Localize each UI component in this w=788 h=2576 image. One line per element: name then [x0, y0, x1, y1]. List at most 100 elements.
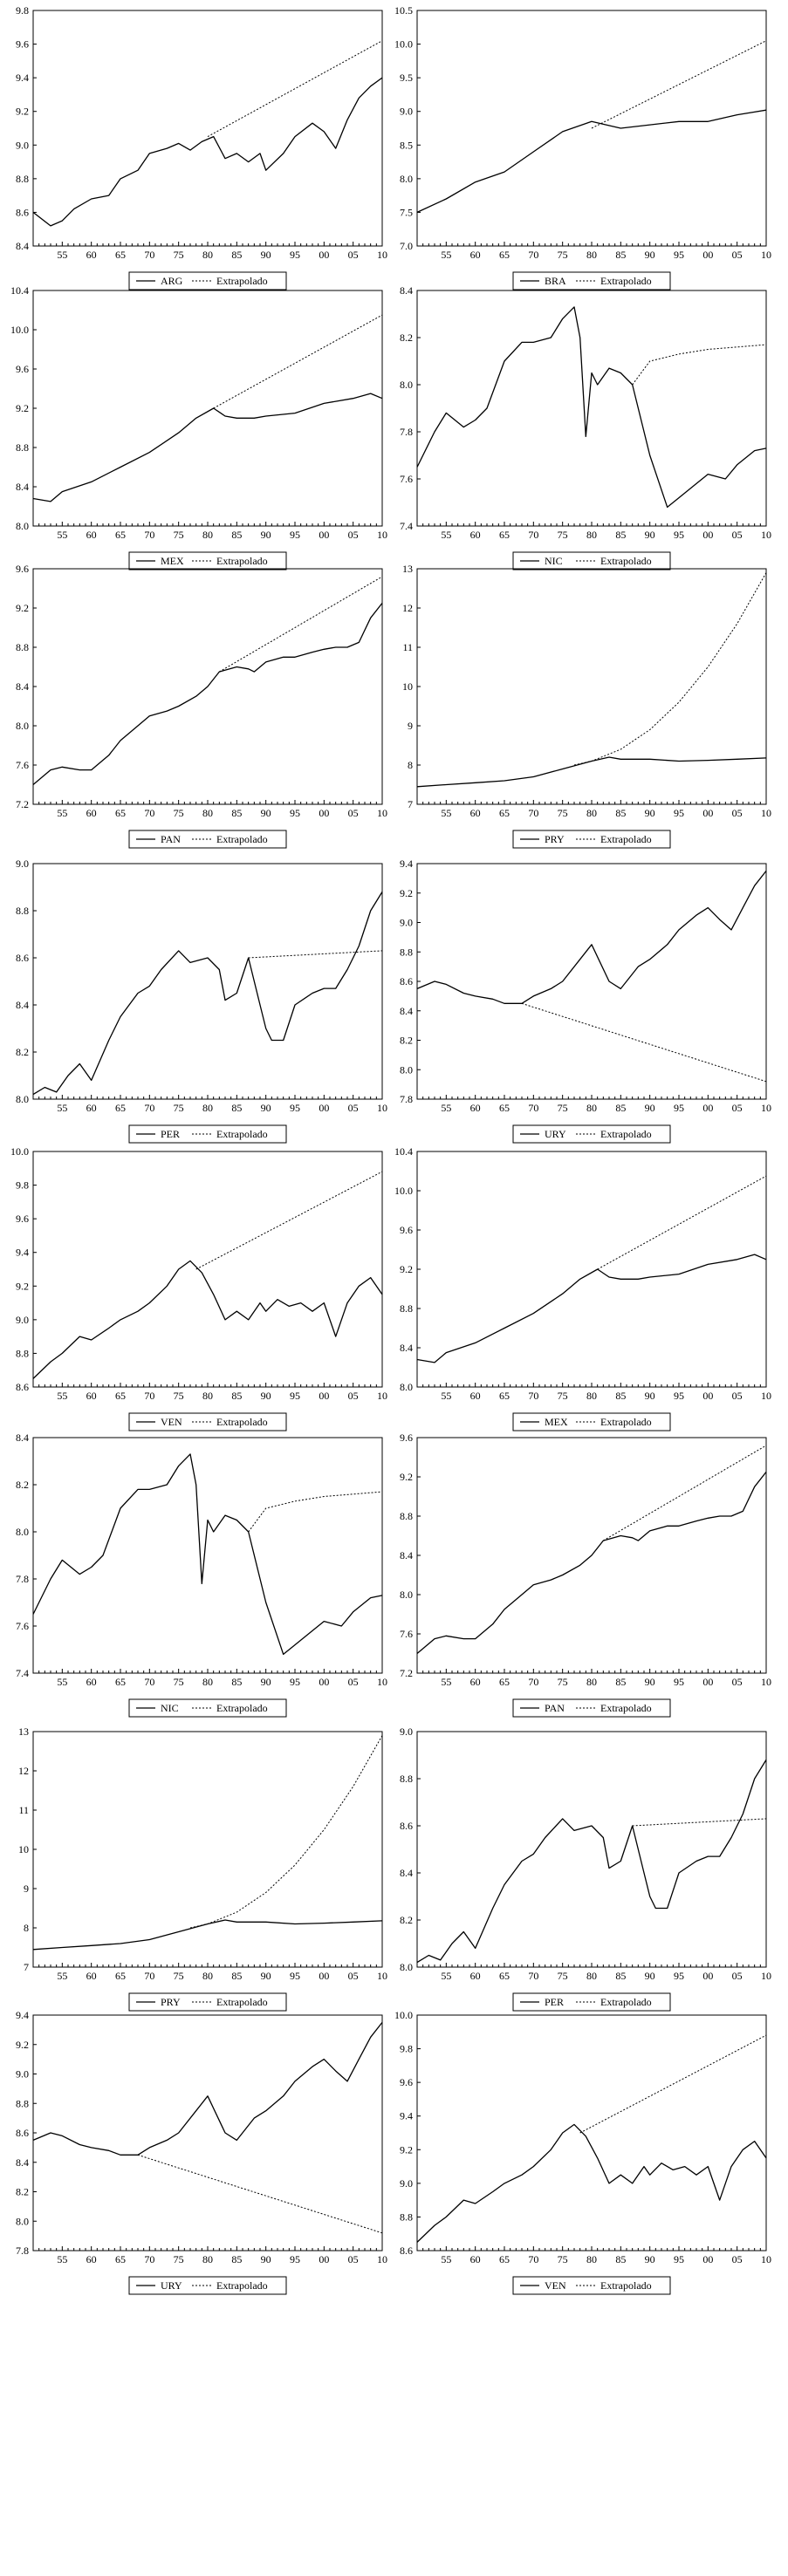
x-tick-label: 95: [674, 1390, 684, 1402]
x-tick-label: 55: [441, 249, 451, 261]
x-tick-label: 00: [702, 1970, 713, 1982]
x-tick-label: 10: [761, 1390, 771, 1402]
y-tick-label: 8.0: [16, 520, 29, 532]
x-tick-label: 10: [377, 1390, 387, 1402]
y-tick-label: 13: [402, 563, 413, 575]
y-tick-label: 8.8: [400, 1510, 413, 1522]
x-tick-label: 90: [261, 1970, 271, 1982]
series-line-extrapolated: [521, 1002, 767, 1083]
series-line-extrapolated: [137, 2154, 383, 2234]
y-tick-label: 9: [24, 1882, 29, 1895]
y-tick-label: 9: [408, 720, 413, 732]
x-tick-label: 65: [499, 529, 510, 541]
legend-label-country: MEX: [161, 555, 184, 567]
y-tick-label: 9.4: [16, 2009, 29, 2021]
x-tick-label: 10: [377, 807, 387, 819]
x-tick-label: 60: [470, 1102, 481, 1114]
y-tick-label: 7.8: [16, 1573, 29, 1585]
y-tick-label: 10.0: [394, 1185, 413, 1197]
chart-panel-nic: 7.4 7.6 7.8 8.0 8.2 8.4 55 60 65 70 75 80 85 90 95 00 05…: [400, 284, 771, 571]
x-tick-label: 60: [86, 1390, 97, 1402]
legend-label-extrapolated: Extrapolado: [600, 2279, 652, 2292]
y-tick-label: 9.2: [400, 887, 413, 899]
x-tick-label: 85: [615, 1390, 626, 1402]
plot-frame: [32, 1437, 383, 1674]
plot-frame: [416, 290, 767, 527]
x-tick-label: 70: [144, 2253, 154, 2265]
x-tick-label: 65: [115, 807, 126, 819]
plot-frame: [416, 863, 767, 1100]
x-tick-label: 85: [231, 249, 242, 261]
x-tick-label: 95: [290, 249, 300, 261]
y-tick-label: 11: [18, 1804, 29, 1816]
y-tick-label: 7.8: [400, 426, 413, 438]
x-tick-label: 70: [528, 807, 538, 819]
y-tick-label: 9.6: [400, 2076, 413, 2088]
chart-panel-ven: 8.6 8.8 9.0 9.2 9.4 9.6 9.8 10.0 55 60 65 70 75 80 85 9…: [10, 1145, 387, 1431]
y-tick-label: 9.0: [400, 106, 413, 118]
x-tick-label: 65: [499, 249, 510, 261]
y-tick-label: 8: [408, 759, 413, 771]
y-tick-label: 10: [402, 680, 413, 693]
x-tick-label: 75: [558, 1970, 568, 1982]
plot-frame: [32, 290, 383, 527]
series-line-actual: [416, 756, 767, 788]
legend-label-extrapolated: Extrapolado: [600, 1996, 652, 2008]
series-line-actual: [416, 870, 767, 1004]
x-tick-label: 55: [441, 529, 451, 541]
legend-label-country: PAN: [545, 1702, 565, 1714]
legend-label-extrapolated: Extrapolado: [600, 1128, 652, 1140]
x-tick-label: 90: [645, 529, 655, 541]
x-tick-label: 10: [377, 529, 387, 541]
y-tick-label: 8.8: [400, 1773, 413, 1785]
legend-label-country: BRA: [545, 275, 566, 287]
y-tick-label: 9.5: [400, 72, 413, 84]
y-tick-label: 9.0: [400, 1725, 413, 1738]
y-tick-label: 8.6: [16, 206, 29, 218]
y-tick-label: 8.4: [400, 1342, 413, 1354]
x-tick-label: 55: [57, 807, 67, 819]
x-tick-label: 60: [470, 2253, 481, 2265]
y-tick-label: 8.5: [400, 139, 413, 151]
x-tick-label: 10: [761, 249, 771, 261]
legend-label-extrapolated: Extrapolado: [216, 1996, 268, 2008]
series-line-actual: [416, 1254, 767, 1363]
x-tick-label: 90: [261, 529, 271, 541]
x-tick-label: 75: [174, 1390, 184, 1402]
x-tick-label: 80: [202, 1102, 213, 1114]
chart-panel-arg: 8.4 8.6 8.8 9.0 9.2 9.4 9.6 9.8 55 60 65 70 75 80 85 90…: [16, 4, 387, 290]
x-tick-label: 85: [615, 1676, 626, 1688]
x-tick-label: 65: [115, 1676, 126, 1688]
y-tick-label: 9.6: [400, 1431, 413, 1444]
x-tick-label: 75: [174, 1970, 184, 1982]
x-tick-label: 55: [441, 1676, 451, 1688]
y-tick-label: 7.6: [400, 1628, 413, 1640]
y-tick-label: 8.8: [400, 1302, 413, 1315]
y-tick-label: 8.4: [16, 999, 29, 1011]
x-tick-label: 05: [348, 249, 359, 261]
x-tick-label: 70: [528, 529, 538, 541]
x-tick-label: 80: [202, 1676, 213, 1688]
legend-label-extrapolated: Extrapolado: [600, 1416, 652, 1428]
series-line-extrapolated: [579, 2034, 767, 2134]
series-line-actual: [32, 1453, 383, 1656]
x-tick-label: 55: [57, 1970, 67, 1982]
chart-panel-ury: 7.8 8.0 8.2 8.4 8.6 8.8 9.0 9.2 9.4 55 60 65 70 75 80 8…: [16, 2009, 387, 2295]
x-tick-label: 95: [674, 1102, 684, 1114]
x-tick-label: 70: [528, 2253, 538, 2265]
x-tick-label: 00: [702, 249, 713, 261]
legend-label-extrapolated: Extrapolado: [600, 275, 652, 287]
chart-panel-nic: 7.4 7.6 7.8 8.0 8.2 8.4 55 60 65 70 75 80 85 90 95 00 05…: [16, 1431, 387, 1718]
x-tick-label: 55: [57, 529, 67, 541]
y-tick-label: 8.2: [16, 1479, 29, 1491]
y-tick-label: 9.0: [16, 1314, 29, 1326]
x-tick-label: 95: [290, 807, 300, 819]
y-tick-label: 8.8: [16, 1347, 29, 1359]
x-tick-label: 95: [290, 2253, 300, 2265]
x-tick-label: 70: [144, 807, 154, 819]
y-tick-label: 9.6: [16, 363, 29, 375]
x-tick-label: 80: [586, 1390, 597, 1402]
y-tick-label: 8.4: [400, 1005, 413, 1017]
x-tick-label: 10: [377, 1970, 387, 1982]
y-tick-label: 12: [18, 1765, 29, 1777]
